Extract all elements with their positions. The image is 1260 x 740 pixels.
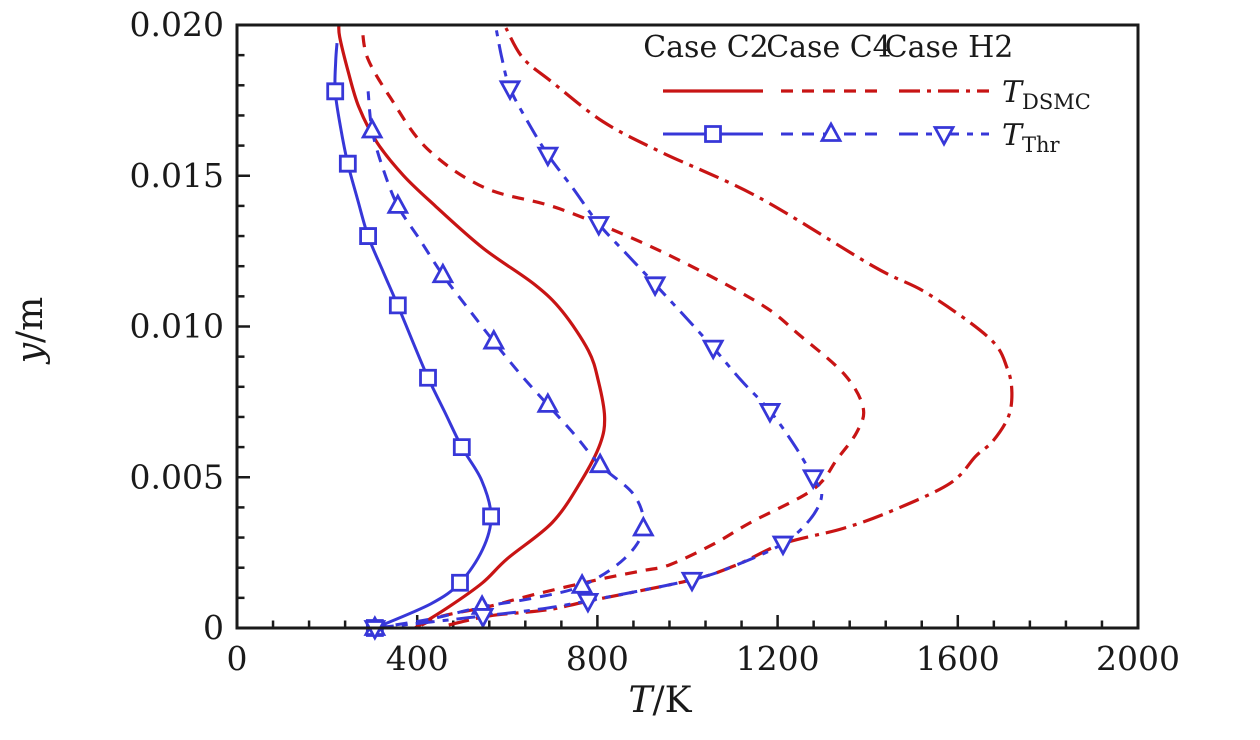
marker-H2-Thr [680, 571, 704, 593]
y-tick-label: 0 [203, 608, 224, 647]
marker-H2-Thr [587, 216, 611, 237]
marker-H2-Thr [363, 620, 387, 641]
y-tick-label: 0.005 [130, 457, 224, 496]
marker-C4-Thr [536, 391, 560, 413]
y-tick-label: 0.010 [130, 307, 224, 346]
marker-C4-Thr [431, 262, 455, 284]
marker-C4-Thr [570, 572, 594, 594]
legend-column-case-h2: Case H2 [885, 30, 1014, 65]
marker-layer [326, 80, 825, 641]
legend-column-case-c2: Case C2 [643, 30, 769, 65]
marker-H2-Thr [801, 469, 825, 491]
x-tick-label: 400 [386, 639, 449, 678]
marker-C2-Thr [482, 507, 500, 526]
marker-H2-Thr [758, 403, 782, 424]
x-tick-label: 1600 [916, 639, 1000, 678]
marker-C2-Thr [326, 82, 345, 101]
marker-H2-Thr [701, 339, 725, 361]
marker-C2-Thr [451, 573, 469, 592]
marker-C2-Thr [388, 296, 407, 315]
legend: Case C2 Case C4 Case H2 TDSMC TThr [643, 30, 1091, 157]
y-tick-label: 0.015 [130, 156, 224, 195]
curve-H2-DSMC [448, 27, 1014, 627]
legend-marker-H2-Thr [932, 126, 956, 147]
tick-label-layer: 0 400 800 1200 1600 2000 0 0.005 0.010 0.015 0.020 [130, 5, 1180, 678]
marker-C2-Thr [419, 368, 437, 387]
y-axis-label: y/m [10, 297, 51, 366]
legend-line-samples [663, 89, 989, 147]
marker-H2-Thr [643, 276, 667, 298]
legend-marker-C4-Thr [819, 121, 843, 142]
marker-C4-Thr [588, 452, 612, 474]
axes-layer [235, 23, 1140, 630]
plot-border [235, 23, 1140, 630]
marker-C2-Thr [452, 438, 471, 456]
marker-H2-Thr [771, 535, 795, 557]
plot-frame [235, 23, 1140, 630]
x-axis-label: T/K [628, 680, 692, 721]
x-tick-label: 0 [227, 639, 248, 678]
curve-C2-Thr [333, 42, 493, 628]
marker-C4-Thr [482, 328, 506, 350]
marker-C4-Thr [386, 192, 410, 214]
curve-C2-DSMC [337, 25, 607, 628]
x-tick-label: 1200 [736, 639, 820, 678]
x-tick-label: 800 [566, 639, 629, 678]
x-tick-label: 2000 [1096, 639, 1180, 678]
marker-H2-Thr [471, 608, 495, 629]
legend-marker-C2-Thr [704, 125, 722, 143]
marker-C2-Thr [338, 154, 357, 173]
marker-H2-Thr [576, 592, 600, 614]
legend-label-t-thr: TThr [1002, 118, 1061, 157]
marker-C4-Thr [360, 117, 384, 139]
marker-C2-Thr [359, 227, 377, 245]
curve-C4-DSMC [360, 27, 866, 627]
legend-label-t-dsmc: TDSMC [1002, 75, 1091, 114]
curve-C4-Thr [366, 91, 646, 628]
legend-column-case-c4: Case C4 [766, 30, 892, 65]
y-tick-label: 0.020 [130, 5, 224, 44]
series-layer [333, 25, 1014, 628]
marker-H2-Thr [536, 146, 560, 168]
marker-C4-Thr [631, 515, 655, 537]
marker-H2-Thr [498, 80, 522, 102]
